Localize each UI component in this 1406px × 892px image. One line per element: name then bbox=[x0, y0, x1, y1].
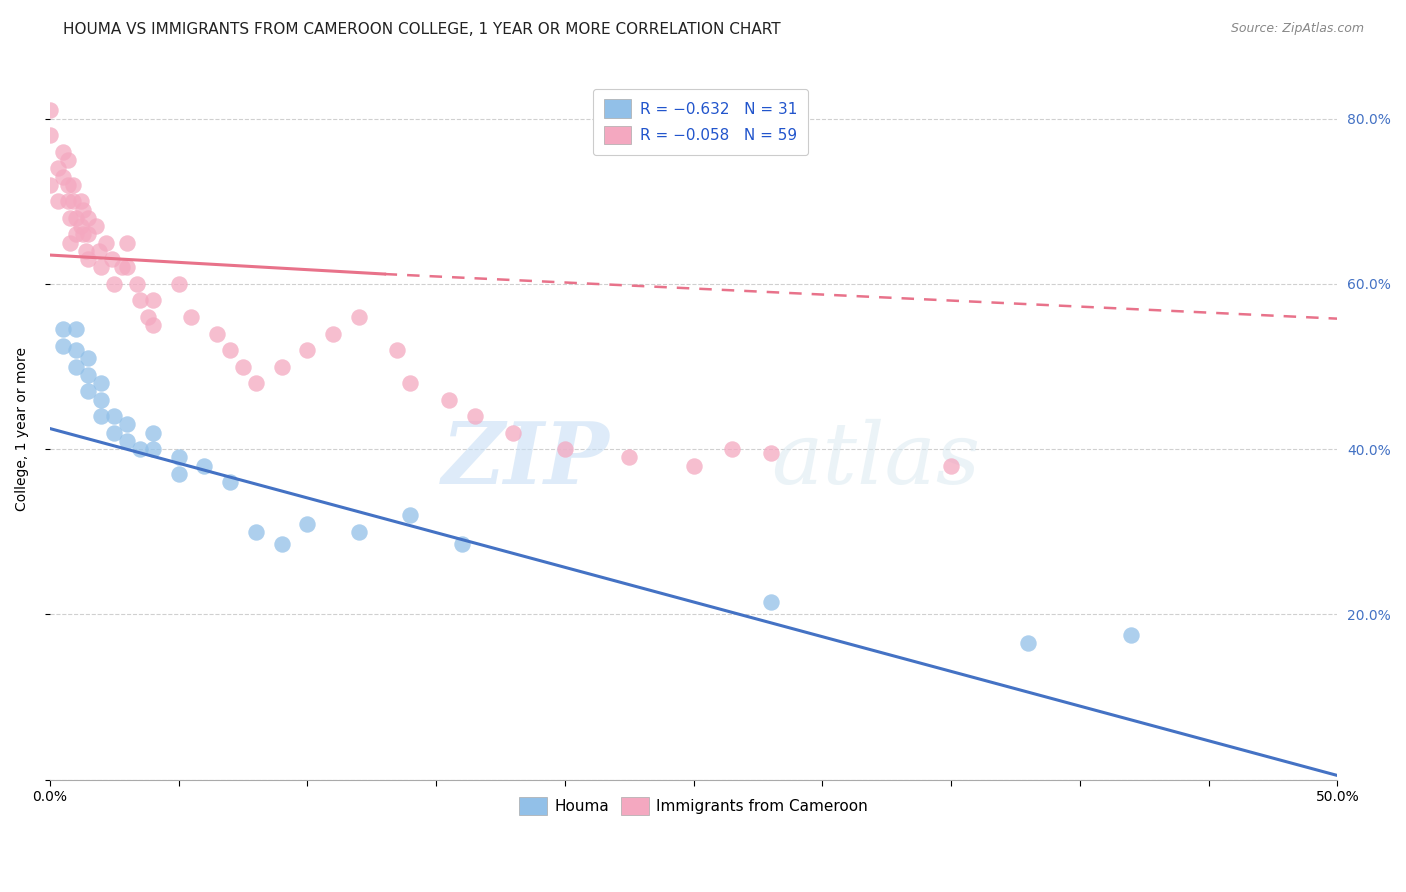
Point bbox=[347, 310, 370, 324]
Point bbox=[103, 277, 125, 291]
Point bbox=[129, 442, 152, 457]
Point bbox=[270, 359, 292, 374]
Point bbox=[65, 227, 87, 242]
Point bbox=[115, 260, 138, 275]
Point bbox=[90, 260, 112, 275]
Point bbox=[77, 252, 100, 267]
Point bbox=[245, 376, 267, 390]
Text: HOUMA VS IMMIGRANTS FROM CAMEROON COLLEGE, 1 YEAR OR MORE CORRELATION CHART: HOUMA VS IMMIGRANTS FROM CAMEROON COLLEG… bbox=[63, 22, 780, 37]
Point bbox=[437, 392, 460, 407]
Text: atlas: atlas bbox=[770, 418, 980, 501]
Point bbox=[77, 227, 100, 242]
Text: ZIP: ZIP bbox=[441, 418, 610, 502]
Point bbox=[77, 351, 100, 366]
Point bbox=[38, 128, 60, 143]
Point bbox=[219, 475, 242, 490]
Point bbox=[65, 211, 87, 225]
Point bbox=[450, 537, 472, 551]
Point bbox=[721, 442, 744, 457]
Text: Source: ZipAtlas.com: Source: ZipAtlas.com bbox=[1230, 22, 1364, 36]
Point bbox=[127, 277, 149, 291]
Point bbox=[84, 219, 107, 234]
Point bbox=[115, 417, 138, 432]
Y-axis label: College, 1 year or more: College, 1 year or more bbox=[15, 346, 30, 510]
Point bbox=[77, 211, 100, 225]
Point bbox=[69, 194, 91, 209]
Point bbox=[270, 537, 292, 551]
Point bbox=[502, 425, 524, 440]
Point bbox=[619, 450, 641, 465]
Point bbox=[38, 178, 60, 192]
Point bbox=[136, 310, 159, 324]
Point bbox=[46, 194, 69, 209]
Point bbox=[115, 235, 138, 250]
Point bbox=[72, 202, 94, 217]
Point bbox=[90, 376, 112, 390]
Point bbox=[297, 516, 319, 531]
Point bbox=[347, 524, 370, 539]
Legend: Houma, Immigrants from Cameroon: Houma, Immigrants from Cameroon bbox=[510, 788, 877, 824]
Point bbox=[52, 339, 75, 353]
Point bbox=[115, 434, 138, 448]
Point bbox=[38, 103, 60, 118]
Point bbox=[77, 368, 100, 382]
Point bbox=[1121, 628, 1143, 642]
Point bbox=[297, 343, 319, 357]
Point bbox=[322, 326, 344, 341]
Point bbox=[180, 310, 202, 324]
Point bbox=[399, 508, 422, 523]
Point bbox=[167, 450, 190, 465]
Point bbox=[96, 235, 118, 250]
Point bbox=[219, 343, 242, 357]
Point bbox=[167, 467, 190, 481]
Point bbox=[52, 322, 75, 336]
Point bbox=[103, 409, 125, 424]
Point bbox=[46, 161, 69, 176]
Point bbox=[56, 153, 79, 167]
Point bbox=[387, 343, 409, 357]
Point bbox=[554, 442, 576, 457]
Point bbox=[90, 392, 112, 407]
Point bbox=[399, 376, 422, 390]
Point bbox=[205, 326, 228, 341]
Point bbox=[59, 211, 82, 225]
Point bbox=[167, 277, 190, 291]
Point bbox=[75, 244, 97, 258]
Point bbox=[939, 458, 962, 473]
Point bbox=[142, 442, 165, 457]
Point bbox=[52, 145, 75, 159]
Point bbox=[69, 219, 91, 234]
Point bbox=[77, 384, 100, 399]
Point bbox=[62, 178, 84, 192]
Point bbox=[464, 409, 486, 424]
Point bbox=[62, 194, 84, 209]
Point bbox=[72, 227, 94, 242]
Point bbox=[111, 260, 134, 275]
Point bbox=[142, 318, 165, 333]
Point bbox=[1017, 636, 1039, 650]
Point bbox=[759, 446, 782, 460]
Point bbox=[100, 252, 122, 267]
Point bbox=[103, 425, 125, 440]
Point bbox=[245, 524, 267, 539]
Point bbox=[682, 458, 704, 473]
Point bbox=[52, 169, 75, 184]
Point bbox=[65, 322, 87, 336]
Point bbox=[56, 194, 79, 209]
Point bbox=[142, 425, 165, 440]
Point bbox=[65, 343, 87, 357]
Point bbox=[59, 235, 82, 250]
Point bbox=[56, 178, 79, 192]
Point bbox=[87, 244, 110, 258]
Point bbox=[232, 359, 254, 374]
Point bbox=[65, 359, 87, 374]
Point bbox=[129, 293, 152, 308]
Point bbox=[142, 293, 165, 308]
Point bbox=[759, 595, 782, 609]
Point bbox=[90, 409, 112, 424]
Point bbox=[193, 458, 215, 473]
